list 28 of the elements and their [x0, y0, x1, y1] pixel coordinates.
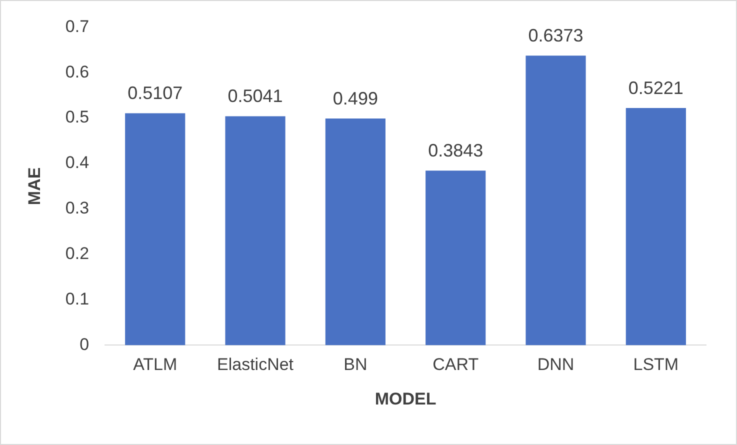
data-label: 0.5041	[228, 86, 283, 106]
x-axis-title: MODEL	[374, 389, 436, 408]
data-label: 0.6373	[528, 26, 584, 46]
y-tick-label: 0.7	[65, 16, 90, 36]
y-tick-label: 0.3	[65, 198, 90, 218]
x-tick-label: BN	[344, 355, 368, 374]
data-label: 0.3843	[428, 140, 484, 161]
data-label: 0.5221	[628, 78, 684, 98]
y-tick-label: 0.4	[65, 153, 90, 172]
y-axis-title: MAE	[24, 167, 44, 206]
x-tick-label: LSTM	[633, 355, 679, 374]
x-tick-label: DNN	[537, 355, 574, 374]
bar	[325, 118, 386, 346]
bar	[426, 170, 486, 346]
bar	[626, 108, 686, 346]
bar	[526, 56, 586, 346]
x-tick-label: ElasticNet	[217, 355, 294, 374]
y-tick-label: 0.5	[65, 108, 90, 127]
data-label: 0.5107	[128, 83, 183, 104]
data-label: 0.499	[332, 88, 378, 108]
y-tick-label: 0	[80, 334, 90, 354]
y-tick-label: 0.6	[65, 62, 90, 82]
bar	[225, 116, 286, 346]
x-tick-label: CART	[432, 355, 479, 374]
x-tick-label: ATLM	[133, 355, 178, 374]
y-tick-label: 0.2	[65, 244, 90, 264]
bar	[125, 113, 186, 346]
y-tick-label: 0.1	[65, 289, 90, 308]
